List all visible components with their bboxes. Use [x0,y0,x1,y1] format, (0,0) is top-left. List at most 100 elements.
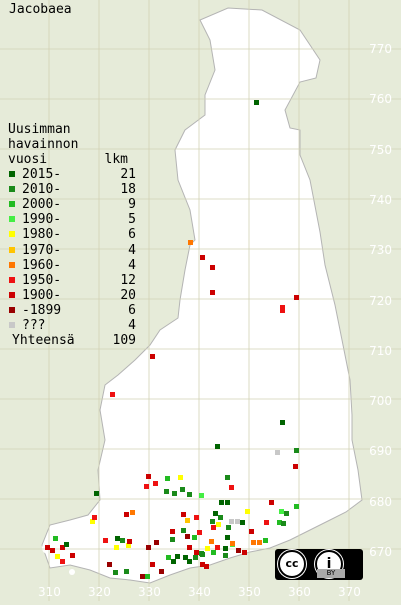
observation-square [185,534,190,539]
observation-square [219,500,224,505]
legend-item-count: 6 [128,302,136,318]
legend-item: 1980- 6 [8,227,136,242]
observation-square [146,545,151,550]
northing-label: 730 [369,243,392,258]
observation-square [187,559,192,564]
legend-item: 1970- 4 [8,243,136,258]
legend-item-count: 12 [120,272,136,288]
island [69,569,75,575]
observation-square [294,448,299,453]
observation-square [114,545,119,550]
observation-square [200,255,205,260]
observation-square [50,548,55,553]
legend-item-count: 6 [128,227,136,243]
observation-square [113,570,118,575]
observation-square [172,491,177,496]
easting-label: 340 [188,585,211,599]
legend-header-line-1: Uusimman [8,122,71,137]
observation-square [124,512,129,517]
legend-swatch [9,291,15,298]
legend-item: 1900- 20 [8,287,136,303]
legend-item-count: 4 [128,242,136,258]
legend-item: 2010- 18 [8,182,136,198]
legend-header-line-2: havainnon [8,137,79,152]
observation-square [223,553,228,558]
cc-by-license-badge[interactable]: cc i BY [275,549,363,580]
northing-label: 700 [369,394,392,409]
legend-item-label: 2010- [22,182,62,198]
observation-square [225,475,230,480]
observation-square [245,509,250,514]
observation-square [153,481,158,486]
legend-item-count: 4 [128,318,136,334]
legend-swatch [9,276,15,283]
legend-swatch [9,216,15,223]
observation-square [107,562,112,567]
observation-square [165,476,170,481]
observation-square [193,555,198,560]
observation-square [204,564,209,569]
observation-square [170,537,175,542]
legend-item-label: 2000- [22,197,62,213]
observation-square [218,515,223,520]
observation-square [205,546,210,551]
observation-square [226,525,231,530]
observation-square [115,536,120,541]
observation-square [92,515,97,520]
legend-item-count: 18 [120,182,136,198]
observation-square [240,520,245,525]
observation-square [94,491,99,496]
legend-item: ??? 4 [8,318,136,333]
observation-square [225,500,230,505]
observation-square [110,392,115,397]
observation-square [120,538,125,543]
northing-label: 690 [369,444,392,459]
observation-square [53,536,58,541]
cc-icon: cc [278,550,306,578]
observation-square [280,420,285,425]
observation-square [103,538,108,543]
observation-square [159,569,164,574]
legend-total-count: 109 [112,333,136,349]
northing-label: 770 [369,42,392,56]
observation-square [254,100,259,105]
legend-item-label: 1950- [22,272,62,288]
observation-square [280,308,285,313]
legend-swatch [9,231,15,238]
easting-label: 320 [88,585,111,599]
northing-label: 720 [369,293,392,308]
observation-square [194,515,199,520]
legend-item-count: 21 [120,167,136,183]
northing-label: 760 [369,92,392,107]
legend-item: 1960- 4 [8,258,136,273]
observation-square [90,519,95,524]
legend-item-label: 1990- [22,212,62,228]
observation-square [185,518,190,523]
easting-label: 310 [38,585,61,599]
northing-label: 710 [369,343,392,358]
observation-square [45,545,50,550]
legend-item-count: 20 [120,287,136,303]
observation-square [236,548,241,553]
northing-label: 670 [369,545,392,559]
observation-square [194,550,199,555]
observation-square [281,521,286,526]
observation-points [45,100,299,579]
by-label: BY [317,569,345,578]
legend-item-label: 1900- [22,287,62,303]
legend-swatch [9,186,15,193]
observation-square [210,519,215,524]
northing-label: 740 [369,192,392,207]
observation-square [126,543,131,548]
observation-square [229,519,234,524]
legend: Uusimman havainnon vuosi lkm 2015- 21 2010… [8,122,136,348]
observation-square [225,535,230,540]
observation-square [263,538,268,543]
observation-square [215,545,220,550]
observation-square [181,528,186,533]
observation-square [170,529,175,534]
legend-swatch [9,171,15,178]
observation-square [251,540,256,545]
observation-square [209,539,214,544]
